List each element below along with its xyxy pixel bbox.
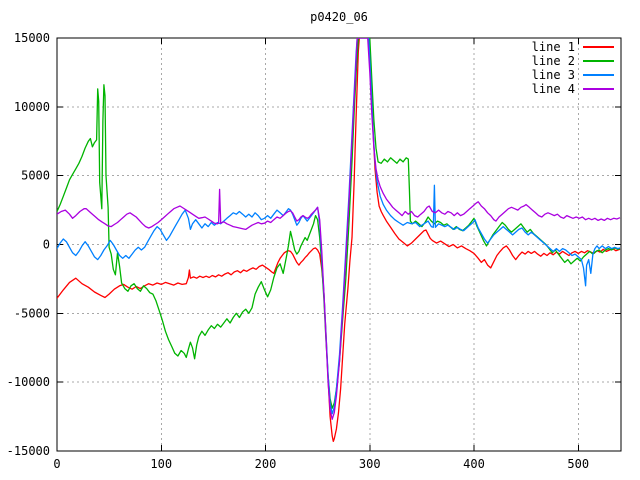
chart-title: p0420_06 (310, 10, 368, 24)
y-tick-label-0: 0 (43, 238, 50, 252)
x-tick-label-200: 200 (255, 457, 277, 471)
x-tick-label-400: 400 (463, 457, 485, 471)
series-line-4 (57, 38, 621, 420)
y-tick-label-15000: 15000 (14, 31, 50, 45)
legend-label: line 2 (531, 54, 575, 68)
plot-border (56, 37, 622, 452)
legend-line-sample (583, 88, 614, 90)
legend-line-sample (583, 46, 614, 48)
y-tick-label--15000: -15000 (7, 444, 50, 458)
legend-row: line 3 (532, 68, 614, 82)
legend-row: line 2 (532, 54, 614, 68)
x-tick-label-300: 300 (359, 457, 381, 471)
legend-line-sample (583, 74, 614, 76)
y-tick-label--10000: -10000 (7, 375, 50, 389)
series-line-2 (57, 38, 621, 409)
y-tick-label-5000: 5000 (21, 169, 50, 183)
x-tick-label-0: 0 (53, 457, 60, 471)
x-tick-label-100: 100 (150, 457, 172, 471)
y-tick-label-10000: 10000 (14, 100, 50, 114)
legend-line-sample (583, 60, 614, 62)
series-line-3 (57, 38, 621, 415)
y-tick-label--5000: -5000 (14, 306, 50, 320)
x-tick-label-500: 500 (567, 457, 589, 471)
legend-row: line 4 (532, 82, 614, 96)
legend-label: line 4 (531, 82, 575, 96)
legend: line 1 line 2 line 3 line 4 (532, 40, 614, 96)
legend-row: line 1 (532, 40, 614, 54)
series-line-1 (57, 38, 621, 443)
legend-label: line 3 (531, 68, 575, 82)
legend-label: line 1 (531, 40, 575, 54)
